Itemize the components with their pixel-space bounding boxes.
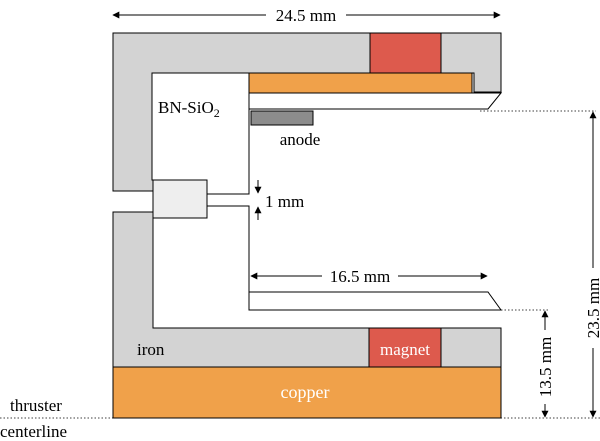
insulator-block <box>152 179 208 219</box>
anode-label: anode <box>280 130 321 149</box>
copper-label: copper <box>281 382 330 402</box>
anode <box>250 110 314 126</box>
iron-label: iron <box>137 340 165 359</box>
dim-inner-radius-label: 13.5 mm <box>536 337 555 397</box>
dim-channel-label: 16.5 mm <box>330 267 390 286</box>
channel-wall-inner <box>248 291 502 311</box>
magnet-bottom <box>368 327 442 368</box>
magnet-label: magnet <box>380 340 430 359</box>
centerline-label-line2: centerline <box>0 422 67 441</box>
dim-outer-radius-label: 23.5 mm <box>584 278 600 338</box>
copper-base <box>112 366 502 419</box>
channel-wall-outer <box>248 92 503 110</box>
iron-lower-structure <box>112 211 502 368</box>
dim-width-label: 24.5 mm <box>276 6 336 25</box>
dim-gap-label: 1 mm <box>265 192 304 211</box>
channel-outline <box>206 108 488 292</box>
bn-sio2-label: BN-SiO2 <box>158 98 220 120</box>
magnet-top <box>369 32 442 74</box>
copper-strip-outer <box>248 72 473 94</box>
centerline-label-line1: thruster <box>10 396 62 415</box>
